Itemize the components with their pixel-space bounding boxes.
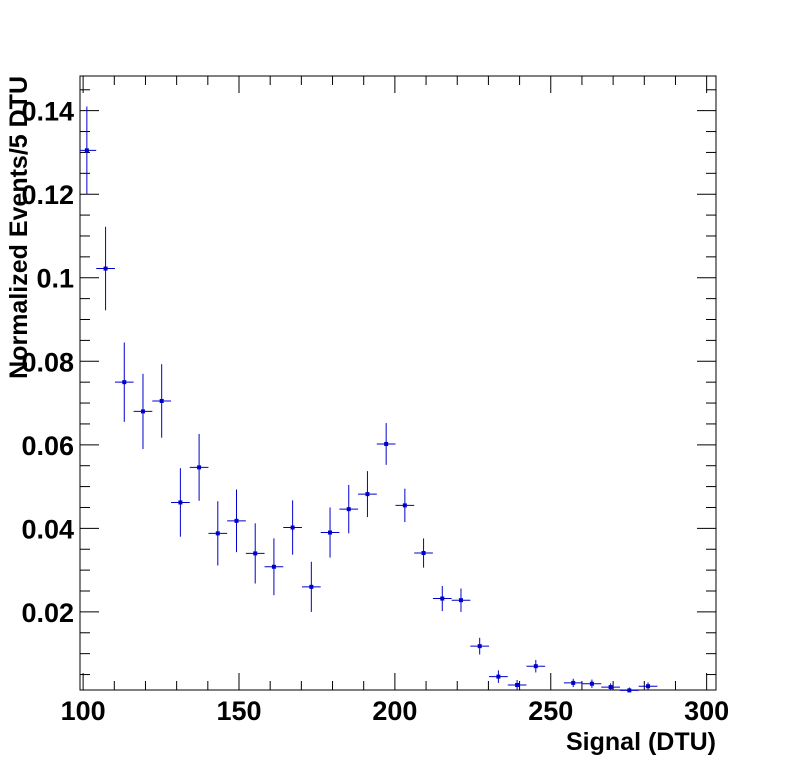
data-point: [507, 679, 527, 690]
point-marker: [477, 644, 482, 649]
point-marker: [458, 598, 463, 603]
y-tick-label: 0.08: [21, 347, 74, 377]
point-marker: [496, 674, 501, 679]
point-marker: [421, 550, 426, 555]
y-axis-tick-labels: 0.02 0.04 0.06 0.08 0.1 0.12 0.14: [21, 97, 74, 628]
point-marker: [346, 507, 351, 512]
data-point: [264, 538, 284, 596]
y-tick-label: 0.14: [21, 97, 74, 127]
data-point: [582, 679, 602, 688]
data-point: [489, 670, 508, 683]
point-marker: [271, 564, 276, 569]
point-marker: [627, 688, 632, 693]
point-marker: [646, 684, 651, 689]
x-tick-label: 100: [61, 696, 106, 726]
data-point: [358, 471, 377, 518]
point-marker: [103, 266, 108, 271]
y-tick-label: 0.12: [21, 180, 74, 210]
data-point: [320, 507, 340, 558]
x-tick-label: 300: [684, 696, 729, 726]
data-point: [283, 500, 302, 555]
point-marker: [159, 398, 164, 403]
point-marker: [402, 503, 407, 508]
y-axis-ticks: [80, 89, 716, 676]
x-axis-ticks: [82, 76, 708, 690]
x-tick-label: 250: [528, 696, 573, 726]
point-marker: [197, 465, 202, 470]
y-tick-label: 0.06: [21, 431, 74, 461]
data-point: [619, 687, 639, 693]
data-point: [432, 585, 452, 612]
data-point: [526, 659, 546, 673]
data-point: [301, 561, 321, 612]
point-marker: [253, 551, 258, 556]
data-point: [227, 489, 246, 553]
data-point: [208, 501, 228, 566]
data-point: [414, 538, 433, 568]
x-axis-title: Signal (DTU): [566, 728, 716, 756]
data-point: [152, 364, 172, 438]
data-point: [339, 484, 359, 534]
data-point: [189, 433, 209, 501]
x-axis-tick-labels: 100 150 200 250 300: [61, 696, 730, 726]
point-marker: [440, 596, 445, 601]
point-marker: [84, 148, 89, 153]
point-marker: [234, 518, 239, 523]
data-point: [563, 678, 583, 688]
data-point: [245, 523, 265, 584]
point-marker: [309, 584, 314, 589]
data-point: [470, 637, 490, 655]
point-marker: [140, 409, 145, 414]
point-marker: [122, 380, 127, 385]
point-marker: [608, 685, 613, 690]
point-marker: [290, 525, 295, 530]
point-marker: [533, 664, 538, 669]
y-axis-title: Normalized Events/5 DTU: [5, 76, 33, 379]
point-marker: [178, 500, 183, 505]
point-marker: [515, 682, 520, 687]
point-marker: [328, 530, 333, 535]
x-tick-label: 150: [216, 696, 261, 726]
point-marker: [571, 680, 576, 685]
data-point: [601, 683, 620, 690]
data-points: [80, 106, 658, 693]
data-point: [133, 373, 153, 449]
point-marker: [384, 441, 389, 446]
point-marker: [365, 492, 370, 497]
data-point: [638, 682, 658, 690]
y-tick-label: 0.02: [21, 598, 74, 628]
data-point: [451, 588, 471, 612]
y-tick-label: 0.1: [36, 264, 74, 294]
data-point: [171, 468, 190, 537]
data-point: [96, 226, 115, 311]
data-point: [80, 106, 97, 195]
point-marker: [589, 681, 594, 686]
plot-frame: [79, 75, 717, 691]
data-point: [395, 488, 415, 523]
data-point: [114, 342, 134, 422]
y-tick-label: 0.04: [21, 514, 74, 544]
point-marker: [215, 531, 220, 536]
x-tick-label: 200: [372, 696, 417, 726]
data-point: [376, 423, 396, 465]
